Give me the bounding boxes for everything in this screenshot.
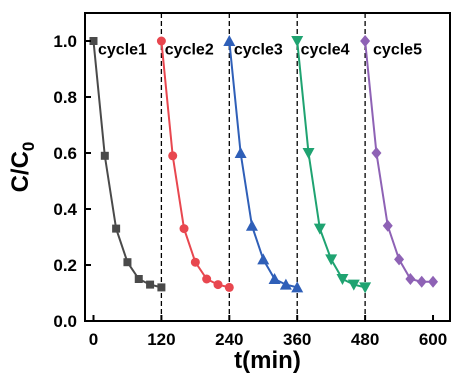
cycle-label: cycle4 [301,41,350,58]
data-point [134,275,143,283]
x-tick-label: 0 [89,330,98,349]
data-point [202,274,212,284]
data-point [302,148,315,159]
data-point [146,280,155,289]
data-point [179,224,189,234]
cycle-label: cycle2 [165,41,214,58]
cycle-label: cycle1 [98,41,147,58]
plot-frame [84,12,451,322]
data-point [234,147,247,158]
data-point [112,224,121,233]
data-point [416,275,427,288]
x-tick-label: 120 [147,330,175,349]
x-axis-title: t(min) [234,347,301,374]
data-point [279,278,292,290]
y-tick-label: 1.0 [53,32,77,51]
series-line [92,40,162,289]
data-point [428,275,439,288]
y-tick-label: 0.8 [53,88,77,107]
data-point [405,273,416,285]
cycle-label: cycle5 [373,41,422,58]
data-point [157,283,166,292]
x-tick-label: 600 [419,330,447,349]
y-tick-label: 0.0 [53,312,77,331]
y-tick-label: 0.6 [53,144,77,163]
data-point [268,273,281,284]
data-point [89,37,98,45]
data-point [291,36,304,47]
y-axis-title-subscript: 0 [19,142,38,151]
cycle-label: cycle3 [234,41,283,58]
data-point [360,35,371,47]
x-tick-label: 240 [215,330,243,349]
y-axis-title-main: C/C [7,151,34,192]
data-point [123,258,132,267]
x-tick-label: 480 [351,330,379,349]
data-point [336,274,349,285]
x-tick-label: 360 [283,330,311,349]
data-point [371,147,382,159]
series-line [364,40,434,283]
series-line [228,40,298,289]
series-line [296,40,366,289]
data-point [100,151,109,160]
data-point [257,253,270,265]
y-axis-title: C/C0 [7,142,38,193]
series-line [160,40,230,289]
data-point [359,282,372,294]
data-point [394,253,405,266]
data-point [156,36,166,46]
data-point [291,281,304,293]
data-point [245,219,258,231]
data-point [347,279,360,291]
data-point [224,282,234,292]
data-point [382,219,393,232]
data-point [190,257,200,267]
data-point [313,223,326,235]
data-point [168,151,178,161]
y-tick-label: 0.2 [53,256,77,275]
data-point [325,254,338,266]
data-point [223,35,236,46]
data-point [213,280,223,290]
y-tick-label: 0.4 [53,200,77,219]
